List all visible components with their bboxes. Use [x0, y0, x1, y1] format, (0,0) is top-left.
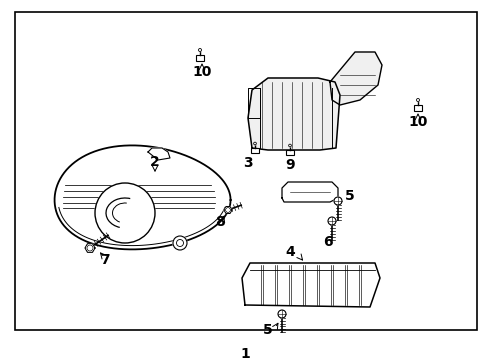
Polygon shape: [248, 78, 340, 150]
Circle shape: [198, 49, 201, 51]
Circle shape: [328, 217, 336, 225]
Circle shape: [173, 236, 187, 250]
Text: 4: 4: [285, 245, 295, 259]
Text: 5: 5: [345, 189, 355, 203]
Text: 3: 3: [243, 156, 253, 170]
Circle shape: [176, 239, 183, 247]
Polygon shape: [330, 52, 382, 105]
Bar: [286, 150, 294, 156]
Bar: [414, 105, 422, 111]
Text: 6: 6: [323, 235, 333, 249]
Text: 1: 1: [240, 347, 250, 360]
Text: 9: 9: [285, 158, 295, 172]
Polygon shape: [282, 182, 338, 202]
Circle shape: [289, 144, 292, 147]
Text: 5: 5: [263, 323, 273, 337]
Polygon shape: [242, 263, 380, 307]
Circle shape: [254, 142, 256, 145]
Polygon shape: [224, 207, 232, 213]
Bar: [196, 55, 204, 61]
Polygon shape: [85, 244, 95, 252]
Circle shape: [334, 197, 342, 205]
Polygon shape: [54, 145, 231, 249]
Text: 7: 7: [100, 253, 110, 267]
Circle shape: [278, 310, 286, 318]
Bar: [251, 148, 259, 153]
Text: 10: 10: [192, 65, 212, 79]
Text: 2: 2: [150, 155, 160, 169]
Circle shape: [225, 208, 230, 212]
Circle shape: [95, 183, 155, 243]
Bar: [15, 12, 477, 330]
Text: 10: 10: [408, 115, 428, 129]
Circle shape: [416, 99, 419, 102]
Polygon shape: [148, 148, 170, 160]
Circle shape: [87, 245, 93, 251]
Text: 8: 8: [215, 215, 225, 229]
